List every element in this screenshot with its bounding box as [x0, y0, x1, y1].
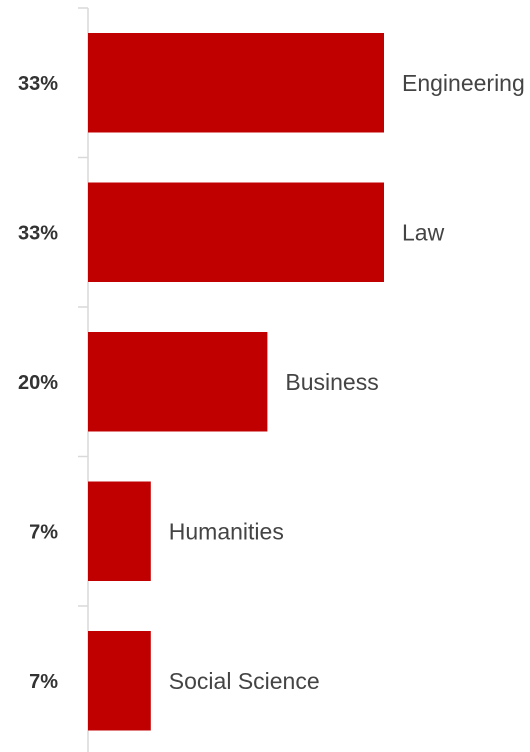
category-label: Humanities	[169, 518, 284, 544]
bar-law	[88, 182, 384, 282]
bar-engineering	[88, 33, 384, 133]
category-label: Business	[285, 369, 378, 395]
bar-humanities	[88, 481, 151, 581]
bar-business	[88, 332, 268, 432]
value-label: 7%	[29, 521, 58, 543]
value-label: 33%	[18, 222, 58, 244]
axis-group	[78, 7, 89, 752]
value-label: 7%	[29, 671, 58, 693]
labels-group: 33% Engineering 33% Law 20% Business 7% Humanit…	[18, 70, 525, 694]
value-label: 33%	[18, 73, 58, 95]
bars-group	[88, 33, 384, 731]
category-label: Law	[402, 219, 445, 245]
value-label: 20%	[18, 372, 58, 394]
category-label: Engineering	[402, 70, 525, 96]
category-label: Social Science	[169, 668, 320, 694]
bar-social-science	[88, 631, 151, 731]
